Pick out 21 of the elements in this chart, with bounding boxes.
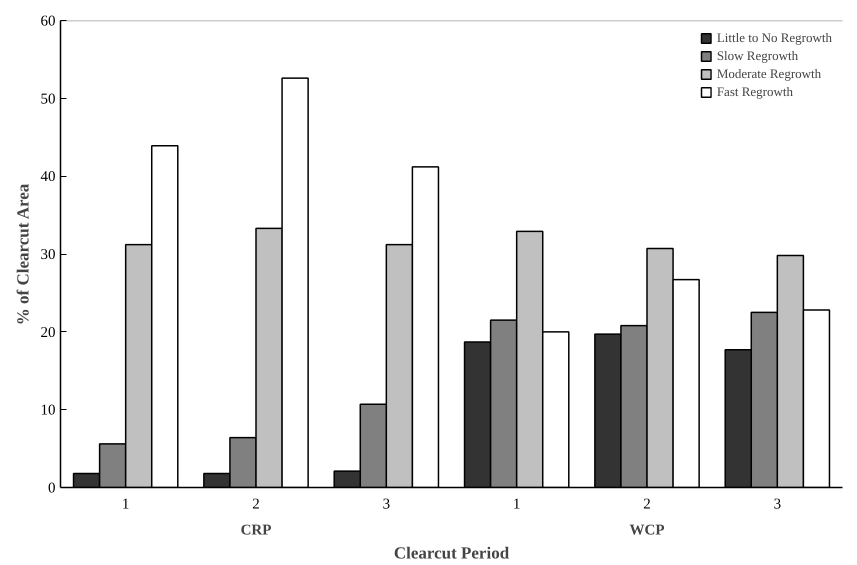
y-tick-label: 0 [48,480,56,496]
legend-label: Slow Regrowth [716,48,798,64]
y-tick-label: 40 [40,169,56,186]
x-tick-label: 2 [643,496,651,512]
x-tick-label: 3 [774,496,782,512]
x-tick-label: 3 [382,496,390,512]
y-tick-label: 60 [40,14,56,30]
text: CRP [240,522,272,538]
x-axis-title: Clearcut Period [394,544,510,562]
text: WCP [630,522,664,538]
y-tick-label: 50 [40,91,56,108]
legend-label: Fast Regrowth [716,84,794,100]
y-axis-title: % of Clearcut Area [14,183,32,326]
x-tick-label: 1 [512,496,520,512]
legend-label: Moderate Regrowth [716,66,822,82]
x-tick-label: 2 [252,496,260,512]
y-tick-label: 30 [40,247,56,263]
y-tick-label: 10 [40,402,56,419]
y-tick-label: 20 [40,324,56,341]
x-tick-label: 1 [122,496,130,512]
legend-label: Little to No Regrowth [716,30,832,46]
